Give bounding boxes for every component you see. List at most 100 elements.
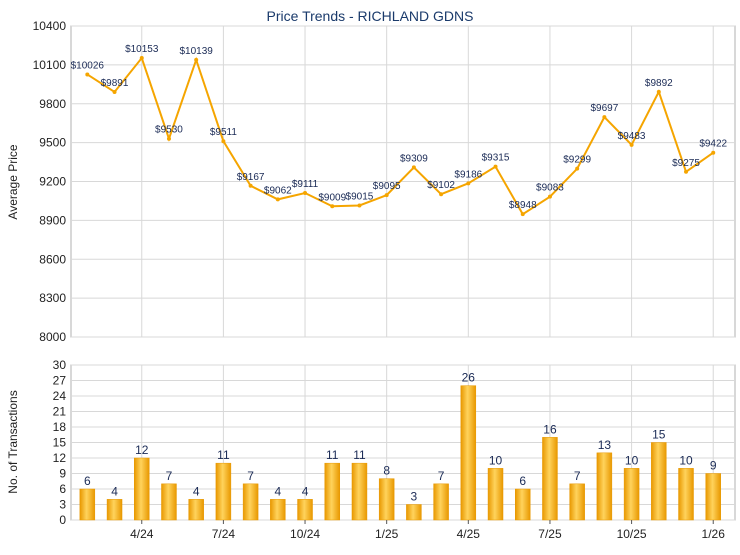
price-data-label: $9062: [264, 185, 292, 196]
x-tick-label: 4/25: [457, 527, 481, 541]
transaction-bar: [161, 483, 177, 521]
x-tick-label: 7/24: [212, 527, 236, 541]
transaction-data-label: 3: [411, 490, 418, 504]
transaction-data-label: 10: [489, 453, 503, 467]
transaction-bar: [378, 478, 395, 521]
transaction-data-label: 7: [574, 469, 581, 483]
price-point: [384, 193, 389, 198]
price-point: [466, 181, 471, 186]
price-y-tick-label: 8900: [39, 213, 66, 227]
price-data-label: $9167: [237, 172, 265, 183]
price-point: [684, 169, 689, 174]
transactions-y-tick-label: 24: [53, 389, 67, 403]
price-y-tick-label: 10100: [33, 58, 67, 72]
price-data-label: $9299: [563, 155, 591, 166]
price-point: [112, 89, 117, 94]
price-data-label: $9186: [454, 169, 482, 180]
transaction-bar: [542, 437, 558, 521]
transaction-data-label: 11: [326, 448, 339, 462]
transaction-bar: [515, 488, 531, 521]
price-point: [139, 56, 144, 61]
transaction-bar: [270, 499, 286, 521]
price-data-labels: $10026 $9891 $10153 $9530 $10139 $9511 $9167 $9…: [71, 44, 728, 211]
price-point: [194, 57, 199, 62]
transaction-bar: [678, 468, 694, 521]
transaction-data-label: 13: [598, 438, 612, 452]
transaction-bar: [569, 483, 585, 521]
price-point: [493, 164, 498, 169]
transaction-bar: [596, 452, 613, 521]
price-data-label: $9530: [155, 125, 183, 136]
price-data-label: $10139: [179, 46, 213, 57]
price-point: [248, 183, 253, 188]
price-y-tick-label: 8000: [39, 330, 66, 344]
price-data-label: $9083: [536, 183, 564, 194]
price-y-tick-label: 10400: [33, 19, 67, 33]
transaction-data-label: 9: [710, 459, 717, 473]
price-data-label: $10153: [125, 44, 159, 55]
price-series-line: [86, 55, 714, 216]
transaction-data-label: 7: [247, 469, 254, 483]
price-gridlines: [71, 25, 735, 338]
price-data-label: $9095: [373, 181, 401, 192]
transaction-bar: [134, 457, 150, 521]
price-data-label: $9483: [618, 131, 646, 142]
price-y-tick-label: 8600: [39, 252, 66, 266]
price-data-label: $9309: [400, 153, 428, 164]
price-point: [711, 150, 716, 155]
price-data-label: $9891: [101, 78, 129, 89]
transaction-bar: [79, 488, 96, 521]
transaction-bar: [651, 442, 667, 521]
price-point: [166, 136, 171, 141]
price-point: [221, 139, 226, 144]
transactions-y-axis-label: No. of Transactions: [6, 390, 20, 493]
price-data-label: $8948: [509, 200, 537, 211]
price-data-label: $9697: [590, 103, 618, 114]
transaction-data-label: 7: [166, 469, 173, 483]
transaction-bars: [79, 385, 721, 521]
price-y-tick-label: 8300: [39, 291, 66, 305]
transaction-data-label: 4: [302, 484, 309, 498]
transactions-y-tick-label: 0: [59, 513, 66, 527]
transaction-data-label: 15: [652, 428, 666, 442]
price-data-label: $9315: [482, 153, 510, 164]
price-data-label: $10026: [71, 60, 105, 71]
x-tick-label: 1/26: [702, 527, 726, 541]
transaction-data-label: 16: [543, 422, 557, 436]
price-point: [303, 191, 308, 196]
price-data-label: $9015: [346, 191, 374, 202]
price-y-tick-label: 9800: [39, 97, 66, 111]
transaction-data-label: 10: [625, 453, 639, 467]
x-axis-ticks: 4/24 7/24 10/24 1/25 4/25 7/25 10/25 1/26: [130, 520, 725, 541]
price-data-label: $9892: [645, 78, 673, 89]
transaction-bar: [351, 462, 368, 521]
price-panel: 8000 8300 8600 8900 9200 9500 9800 10100 10400 A…: [6, 19, 736, 344]
x-tick-label: 7/25: [538, 527, 562, 541]
transaction-data-label: 11: [353, 448, 366, 462]
transaction-bar: [242, 483, 259, 521]
transaction-bar: [460, 385, 477, 521]
transactions-y-tick-label: 9: [59, 467, 66, 481]
transactions-gridlines: [71, 364, 735, 521]
price-point: [520, 212, 525, 217]
x-tick-label: 10/25: [617, 527, 647, 541]
transaction-data-labels: 6 4 12 7 4 11 7 4 4 11 11 8 3 7 26 10 6 16 7 13 10 15 10 9: [84, 371, 717, 504]
transaction-data-label: 10: [679, 453, 693, 467]
price-point: [575, 166, 580, 171]
price-point: [656, 89, 661, 94]
transaction-data-label: 26: [462, 371, 476, 385]
price-data-label: $9009: [318, 192, 346, 203]
transactions-y-tick-label: 30: [53, 358, 67, 372]
transaction-data-label: 12: [135, 443, 149, 457]
price-point: [411, 165, 416, 170]
price-data-label: $9275: [672, 158, 700, 169]
price-data-label: $9511: [210, 127, 238, 138]
transaction-bar: [487, 468, 504, 521]
transactions-y-tick-label: 6: [59, 482, 66, 496]
transaction-bar: [623, 468, 640, 521]
transaction-bar: [406, 504, 422, 521]
